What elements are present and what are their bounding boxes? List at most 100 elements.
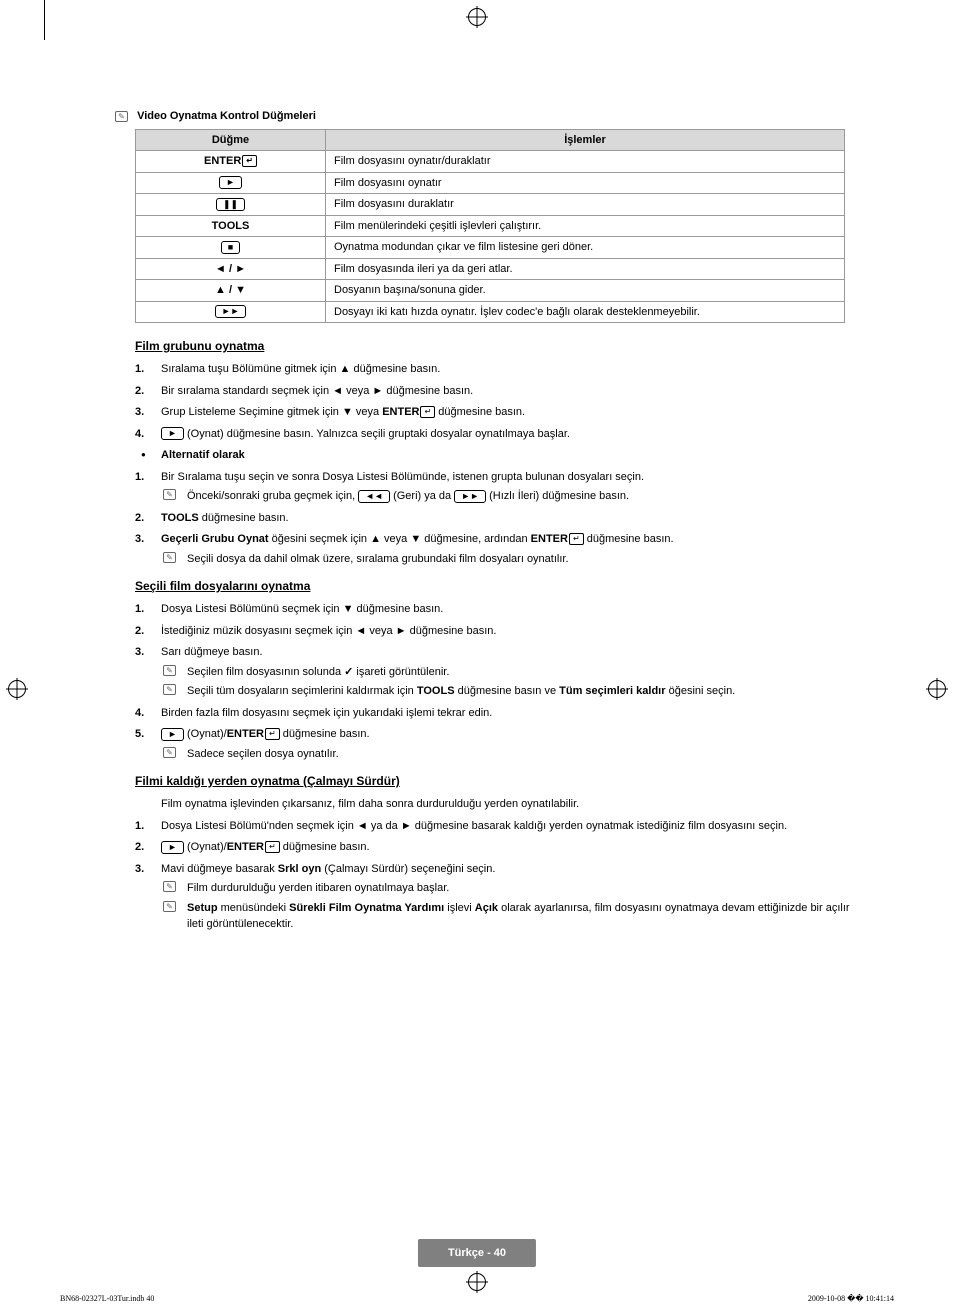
note-icon: ✎ [163, 489, 176, 500]
action-cell: Film menülerindeki çeşitli işlevleri çal… [326, 215, 845, 237]
enter-icon: ↵ [265, 728, 280, 740]
th-button: Düğme [136, 129, 326, 151]
section2-title: Seçili film dosyalarını oynatma [135, 577, 850, 595]
step-text: Bir Sıralama tuşu seçin ve sonra Dosya L… [161, 471, 644, 483]
enter-label: ENTER [227, 728, 264, 740]
step: 2.TOOLS düğmesine basın. [135, 510, 850, 527]
step-text: Mavi düğmeye basarak [161, 863, 278, 875]
note-icon: ✎ [115, 111, 128, 122]
note-text: öğesini seçin. [666, 685, 736, 697]
action-cell: Film dosyasını duraklatır [326, 194, 845, 216]
step-text: düğmesine basın. [199, 512, 289, 524]
play-icon: ► [161, 841, 184, 854]
crop-mark [44, 0, 45, 40]
step-text: öğesini seçmek için ▲ veya ▼ düğmesine, … [269, 533, 531, 545]
note-text: Önceki/sonraki gruba geçmek için, [187, 490, 358, 502]
step-text: düğmesine basın. [280, 728, 370, 740]
alt-title-text: Alternatif olarak [161, 449, 245, 461]
step: 2.► (Oynat)/ENTER↵ düğmesine basın. [135, 839, 850, 856]
table-row: ▲ / ▼ Dosyanın başına/sonuna gider. [136, 280, 845, 302]
step: 1.Dosya Listesi Bölümünü seçmek için ▼ d… [135, 601, 850, 618]
note-text: (Geri) ya da [390, 490, 454, 502]
section1-steps: 1.Sıralama tuşu Bölümüne gitmek için ▲ d… [135, 361, 850, 442]
note-text: Seçili tüm dosyaların seçimlerini kaldır… [187, 685, 417, 697]
table-row: ► Film dosyasını oynatır [136, 172, 845, 194]
action-cell: Film dosyasını oynatır [326, 172, 845, 194]
note-text: işlevi [444, 902, 475, 914]
note-text: Seçilen film dosyasının solunda [187, 666, 344, 678]
step-text: Bir sıralama standardı seçmek için ◄ vey… [161, 385, 473, 397]
step: 4.Birden fazla film dosyasını seçmek içi… [135, 705, 850, 722]
footer-badge: Türkçe - 40 [418, 1239, 536, 1268]
note-icon: ✎ [163, 684, 176, 695]
note-icon: ✎ [163, 881, 176, 892]
step-text: İstediğiniz müzik dosyasını seçmek için … [161, 625, 496, 637]
sub-note: ✎Önceki/sonraki gruba geçmek için, ◄◄ (G… [161, 488, 850, 505]
step-text: Grup Listeleme Seçimine gitmek için ▼ ve… [161, 406, 382, 418]
button-table: Düğme İşlemler ENTER↵ Film dosyasını oyn… [135, 129, 845, 324]
step-bold: Srkl oyn [278, 863, 321, 875]
section1-alt-steps: 1.Bir Sıralama tuşu seçin ve sonra Dosya… [135, 469, 850, 568]
note-text: düğmesine basın ve [455, 685, 560, 697]
ff-icon: ►► [454, 490, 486, 503]
sub-note: ✎ Film durdurulduğu yerden itibaren oynat… [161, 880, 850, 897]
note-text: işareti görüntülenir. [353, 666, 449, 678]
step-text: düğmesine basın. [280, 841, 370, 853]
registration-mark-bottom [468, 1273, 486, 1291]
step-text: (Oynat)/ [184, 728, 227, 740]
table-row: TOOLS Film menülerindeki çeşitli işlevle… [136, 215, 845, 237]
enter-label: ENTER [382, 406, 419, 418]
note-text: menüsündeki [218, 902, 290, 914]
sub-note: ✎ Sadece seçilen dosya oynatılır. [161, 746, 850, 763]
note-bold: Sürekli Film Oynatma Yardımı [289, 902, 444, 914]
enter-icon: ↵ [569, 533, 584, 545]
note-title: Video Oynatma Kontrol Düğmeleri [137, 110, 316, 122]
step-text: Sıralama tuşu Bölümüne gitmek için ▲ düğ… [161, 363, 440, 375]
page-content: ✎ Video Oynatma Kontrol Düğmeleri Düğme … [0, 0, 954, 933]
note-icon: ✎ [163, 665, 176, 676]
note-text: (Hızlı İleri) düğmesine basın. [486, 490, 629, 502]
step: 1.Dosya Listesi Bölümü'nden seçmek için … [135, 818, 850, 835]
note-text: Sadece seçilen dosya oynatılır. [187, 748, 339, 760]
check-icon: ✓ [344, 664, 353, 681]
step: 3.Sarı düğmeye basın. ✎Seçilen film dosy… [135, 644, 850, 700]
note-icon: ✎ [163, 901, 176, 912]
step-text: (Oynat) düğmesine basın. Yalnızca seçili… [184, 428, 570, 440]
arrows-ud: ▲ / ▼ [136, 280, 326, 302]
step-text: Dosya Listesi Bölümünü seçmek için ▼ düğ… [161, 603, 443, 615]
step-text: düğmesine basın. [435, 406, 525, 418]
step: 5.► (Oynat)/ENTER↵ düğmesine basın. ✎Sad… [135, 726, 850, 762]
step-text: Sarı düğmeye basın. [161, 646, 263, 658]
note-bold: Tüm seçimleri kaldır [559, 685, 665, 697]
step-text: Dosya Listesi Bölümü'nden seçmek için ◄ … [161, 820, 787, 832]
stop-icon: ■ [221, 241, 240, 254]
ff-icon: ►► [215, 305, 247, 318]
step: 3.Mavi düğmeye basarak Srkl oyn (Çalmayı… [135, 861, 850, 933]
step: 4.► (Oynat) düğmesine basın. Yalnızca se… [135, 426, 850, 443]
th-action: İşlemler [326, 129, 845, 151]
section2-steps: 1.Dosya Listesi Bölümünü seçmek için ▼ d… [135, 601, 850, 762]
table-row: ►► Dosyayı iki katı hızda oynatır. İşlev… [136, 301, 845, 323]
btn-label: ENTER [204, 155, 241, 167]
tools-label: TOOLS [136, 215, 326, 237]
action-cell: Film dosyasını oynatır/duraklatır [326, 151, 845, 173]
action-cell: Dosyanın başına/sonuna gider. [326, 280, 845, 302]
note-text: Film durdurulduğu yerden itibaren oynatı… [187, 882, 449, 894]
pause-icon: ❚❚ [216, 198, 245, 211]
section3-steps: 1.Dosya Listesi Bölümü'nden seçmek için … [135, 818, 850, 933]
step-text: (Oynat)/ [184, 841, 227, 853]
enter-icon: ↵ [265, 841, 280, 853]
enter-label: ENTER [531, 533, 568, 545]
note-icon: ✎ [163, 747, 176, 758]
step: 2.Bir sıralama standardı seçmek için ◄ v… [135, 383, 850, 400]
enter-icon: ↵ [420, 406, 435, 418]
step-text: (Çalmayı Sürdür) seçeneğini seçin. [321, 863, 495, 875]
section3-title: Filmi kaldığı yerden oynatma (Çalmayı Sü… [135, 772, 850, 790]
note-bold: Açık [475, 902, 498, 914]
alt-bullet: Alternatif olarak [135, 447, 850, 464]
step: 2.İstediğiniz müzik dosyasını seçmek içi… [135, 623, 850, 640]
table-row: ENTER↵ Film dosyasını oynatır/duraklatır [136, 151, 845, 173]
note-bold: Setup [187, 902, 218, 914]
action-cell: Film dosyasında ileri ya da geri atlar. [326, 258, 845, 280]
sub-note: ✎ Seçili tüm dosyaların seçimlerini kaldı… [161, 683, 850, 700]
